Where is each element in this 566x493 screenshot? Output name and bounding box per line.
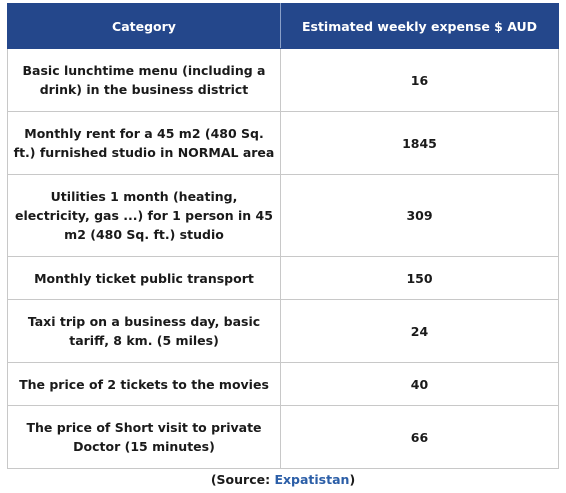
expense-table-container: Category Estimated weekly expense $ AUD … — [7, 3, 559, 469]
row-category: Monthly rent for a 45 m2 (480 Sq. ft.) f… — [7, 111, 281, 175]
header-weekly-expense: Estimated weekly expense $ AUD — [280, 3, 559, 49]
table-row: Monthly ticket public transport 150 — [7, 256, 559, 300]
source-close-text: ) — [349, 472, 356, 487]
table-header-row: Category Estimated weekly expense $ AUD — [7, 3, 559, 49]
table-row: Taxi trip on a business day, basic tarif… — [7, 299, 559, 363]
source-link[interactable]: Expatistan — [274, 472, 350, 487]
table-row: Utilities 1 month (heating, electricity,… — [7, 174, 559, 257]
header-category: Category — [7, 3, 281, 49]
row-value: 309 — [280, 174, 559, 257]
row-category: Basic lunchtime menu (including a drink)… — [7, 48, 281, 112]
row-value: 16 — [280, 48, 559, 112]
table-row: The price of 2 tickets to the movies 40 — [7, 362, 559, 406]
row-category: The price of Short visit to private Doct… — [7, 405, 281, 469]
source-caption: (Source: Expatistan) — [0, 472, 566, 487]
source-open-text: (Source: — [210, 472, 275, 487]
row-value: 66 — [280, 405, 559, 469]
row-value: 24 — [280, 299, 559, 363]
table-row: The price of Short visit to private Doct… — [7, 405, 559, 469]
table-row: Basic lunchtime menu (including a drink)… — [7, 48, 559, 112]
table-row: Monthly rent for a 45 m2 (480 Sq. ft.) f… — [7, 111, 559, 175]
row-category: Monthly ticket public transport — [7, 256, 281, 300]
row-category: Taxi trip on a business day, basic tarif… — [7, 299, 281, 363]
row-value: 1845 — [280, 111, 559, 175]
expense-table: Category Estimated weekly expense $ AUD … — [7, 3, 559, 469]
row-category: Utilities 1 month (heating, electricity,… — [7, 174, 281, 257]
row-category: The price of 2 tickets to the movies — [7, 362, 281, 406]
row-value: 40 — [280, 362, 559, 406]
row-value: 150 — [280, 256, 559, 300]
